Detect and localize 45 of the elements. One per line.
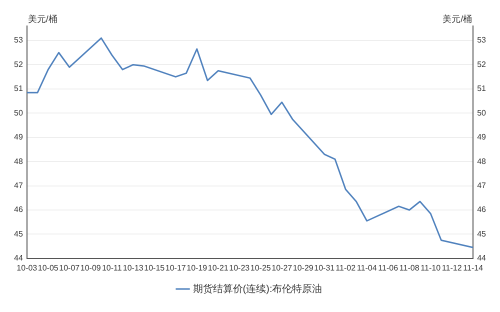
x-tick-label: 10-03 <box>16 263 38 272</box>
x-tick-label: 10-17 <box>165 263 186 272</box>
x-tick-label: 10-09 <box>80 263 102 272</box>
x-tick-label: 11-08 <box>399 263 420 272</box>
x-tick-label: 11-04 <box>356 263 378 272</box>
y2-axis-title: 美元/桶 <box>442 14 472 24</box>
x-tick-label: 11-02 <box>336 263 356 272</box>
x-tick-label: 10-19 <box>186 263 208 272</box>
y-tick-label: 48 <box>14 156 24 166</box>
x-tick-label: 10-11 <box>102 263 122 272</box>
x-tick-label: 10-29 <box>292 263 314 272</box>
y-tick-label: 44 <box>14 254 24 263</box>
y-tick-label: 50 <box>14 108 24 118</box>
y-tick-label: 45 <box>14 229 24 238</box>
x-tick-label: 11-12 <box>442 263 462 272</box>
x-tick-label: 11-14 <box>463 263 484 272</box>
x-tick-label: 10-23 <box>229 263 250 272</box>
x-tick-label: 10-05 <box>38 263 59 272</box>
y2-tick-label: 51 <box>477 84 487 94</box>
x-tick-label: 10-13 <box>122 263 144 272</box>
y2-tick-label: 50 <box>477 108 487 118</box>
y-tick-label: 51 <box>14 84 24 94</box>
y-tick-label: 52 <box>14 60 24 69</box>
y-axis-title: 美元/桶 <box>28 14 58 24</box>
y2-tick-label: 45 <box>477 229 487 238</box>
x-tick-label: 11-06 <box>378 263 399 272</box>
legend-label: 期货结算价(连续):布伦特原油 <box>192 282 322 295</box>
x-tick-label: 10-31 <box>314 263 336 272</box>
y2-tick-label: 48 <box>477 156 487 166</box>
y2-tick-label: 52 <box>477 60 487 69</box>
y2-tick-label: 44 <box>477 254 487 263</box>
y2-tick-label: 49 <box>477 132 487 142</box>
x-tick-label: 11-10 <box>420 263 442 272</box>
y-tick-label: 49 <box>14 132 24 142</box>
x-tick-label: 10-21 <box>208 263 229 272</box>
y-tick-label: 47 <box>14 180 24 190</box>
x-tick-label: 10-27 <box>272 263 293 272</box>
y-tick-label: 53 <box>14 36 24 45</box>
x-tick-label: 10-15 <box>144 263 166 272</box>
y2-tick-label: 46 <box>477 205 487 214</box>
y2-tick-label: 47 <box>477 180 487 190</box>
y2-tick-label: 53 <box>477 36 487 45</box>
y-tick-label: 46 <box>14 205 24 214</box>
x-tick-label: 10-07 <box>59 263 80 272</box>
x-tick-label: 10-25 <box>250 263 272 272</box>
